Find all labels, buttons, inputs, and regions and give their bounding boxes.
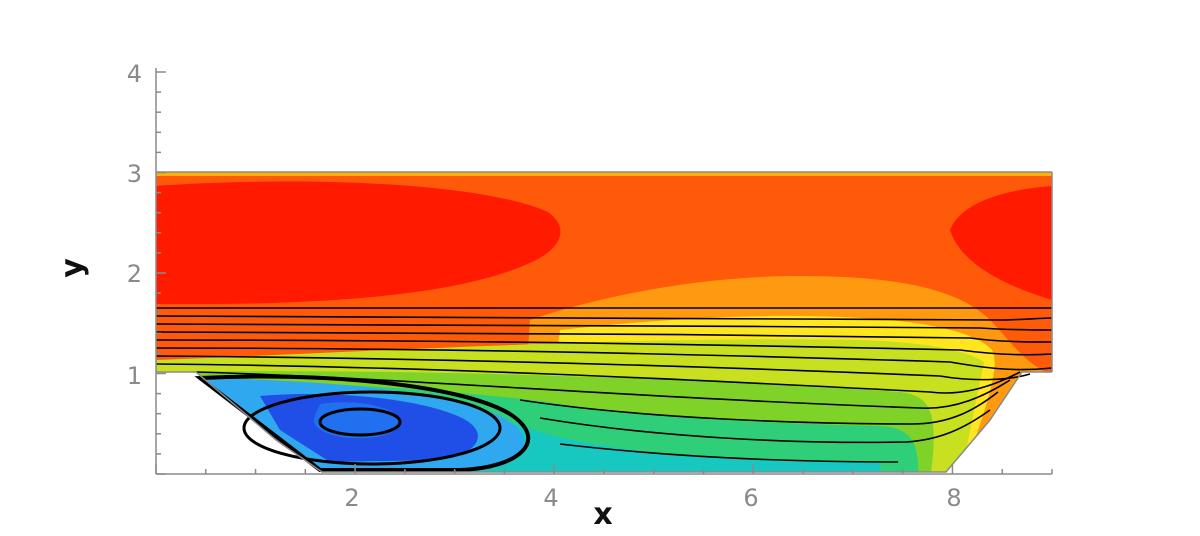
x-tick-label-8: 8 xyxy=(946,484,961,512)
y-tick-label-3: 3 xyxy=(127,160,142,188)
streamline xyxy=(559,443,899,463)
eddy-loop-mid xyxy=(242,390,502,466)
y-axis-title: y xyxy=(55,258,90,278)
streamline xyxy=(155,331,1053,343)
domain-boundary xyxy=(156,171,1053,473)
contour-band-max-left xyxy=(156,181,561,305)
streamline xyxy=(519,391,999,425)
streamline xyxy=(539,409,991,444)
x-axis-title: x xyxy=(593,497,612,532)
eddy-loop-outer xyxy=(194,374,531,472)
x-tick-label-2: 2 xyxy=(344,484,359,512)
streamline xyxy=(155,355,1031,381)
y-tick-label-2: 2 xyxy=(127,260,142,288)
streamline xyxy=(155,315,1053,321)
streamline xyxy=(155,307,1053,310)
y-tick-label-4: 4 xyxy=(127,60,142,88)
contour-band-top-edge xyxy=(156,172,1052,176)
recirculation-loops xyxy=(194,374,531,472)
x-tick-label-4: 4 xyxy=(543,484,558,512)
x-tick-label-6: 6 xyxy=(743,484,758,512)
eddy-loop-inner xyxy=(318,407,402,437)
contour-field xyxy=(156,172,1052,472)
axis-ticks xyxy=(155,71,1053,475)
streamline xyxy=(155,363,1021,394)
streamline xyxy=(155,339,1053,356)
contour-band-max-right xyxy=(950,186,1052,300)
streamlines xyxy=(155,307,1053,463)
streamline xyxy=(155,323,1053,331)
y-tick-label-1: 1 xyxy=(127,362,142,390)
streamline xyxy=(155,347,1053,371)
